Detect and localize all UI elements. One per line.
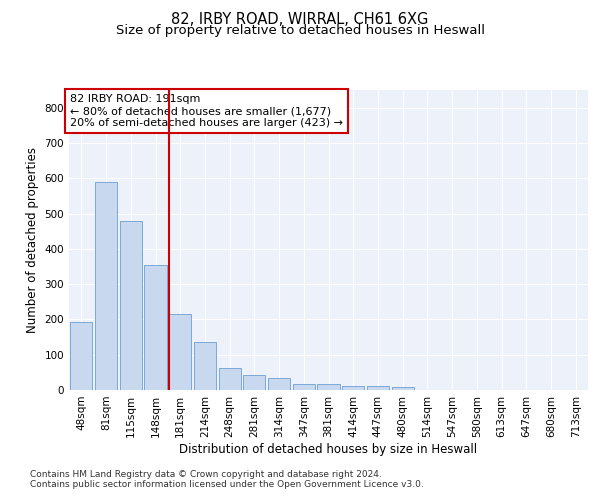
Bar: [70, 322, 92, 390]
Bar: [243, 375, 265, 390]
Y-axis label: Number of detached properties: Number of detached properties: [26, 147, 39, 333]
Bar: [367, 386, 389, 390]
Bar: [342, 386, 364, 390]
Text: Size of property relative to detached houses in Heswall: Size of property relative to detached ho…: [115, 24, 485, 37]
Text: Contains public sector information licensed under the Open Government Licence v3: Contains public sector information licen…: [30, 480, 424, 489]
Bar: [194, 342, 216, 390]
Bar: [317, 384, 340, 390]
Bar: [293, 384, 315, 390]
Bar: [218, 368, 241, 390]
Bar: [119, 220, 142, 390]
Text: 82 IRBY ROAD: 191sqm
← 80% of detached houses are smaller (1,677)
20% of semi-de: 82 IRBY ROAD: 191sqm ← 80% of detached h…: [70, 94, 343, 128]
Text: 82, IRBY ROAD, WIRRAL, CH61 6XG: 82, IRBY ROAD, WIRRAL, CH61 6XG: [172, 12, 428, 28]
Text: Contains HM Land Registry data © Crown copyright and database right 2024.: Contains HM Land Registry data © Crown c…: [30, 470, 382, 479]
Bar: [145, 264, 167, 390]
Bar: [169, 314, 191, 390]
X-axis label: Distribution of detached houses by size in Heswall: Distribution of detached houses by size …: [179, 442, 478, 456]
Bar: [392, 387, 414, 390]
Bar: [95, 182, 117, 390]
Bar: [268, 378, 290, 390]
